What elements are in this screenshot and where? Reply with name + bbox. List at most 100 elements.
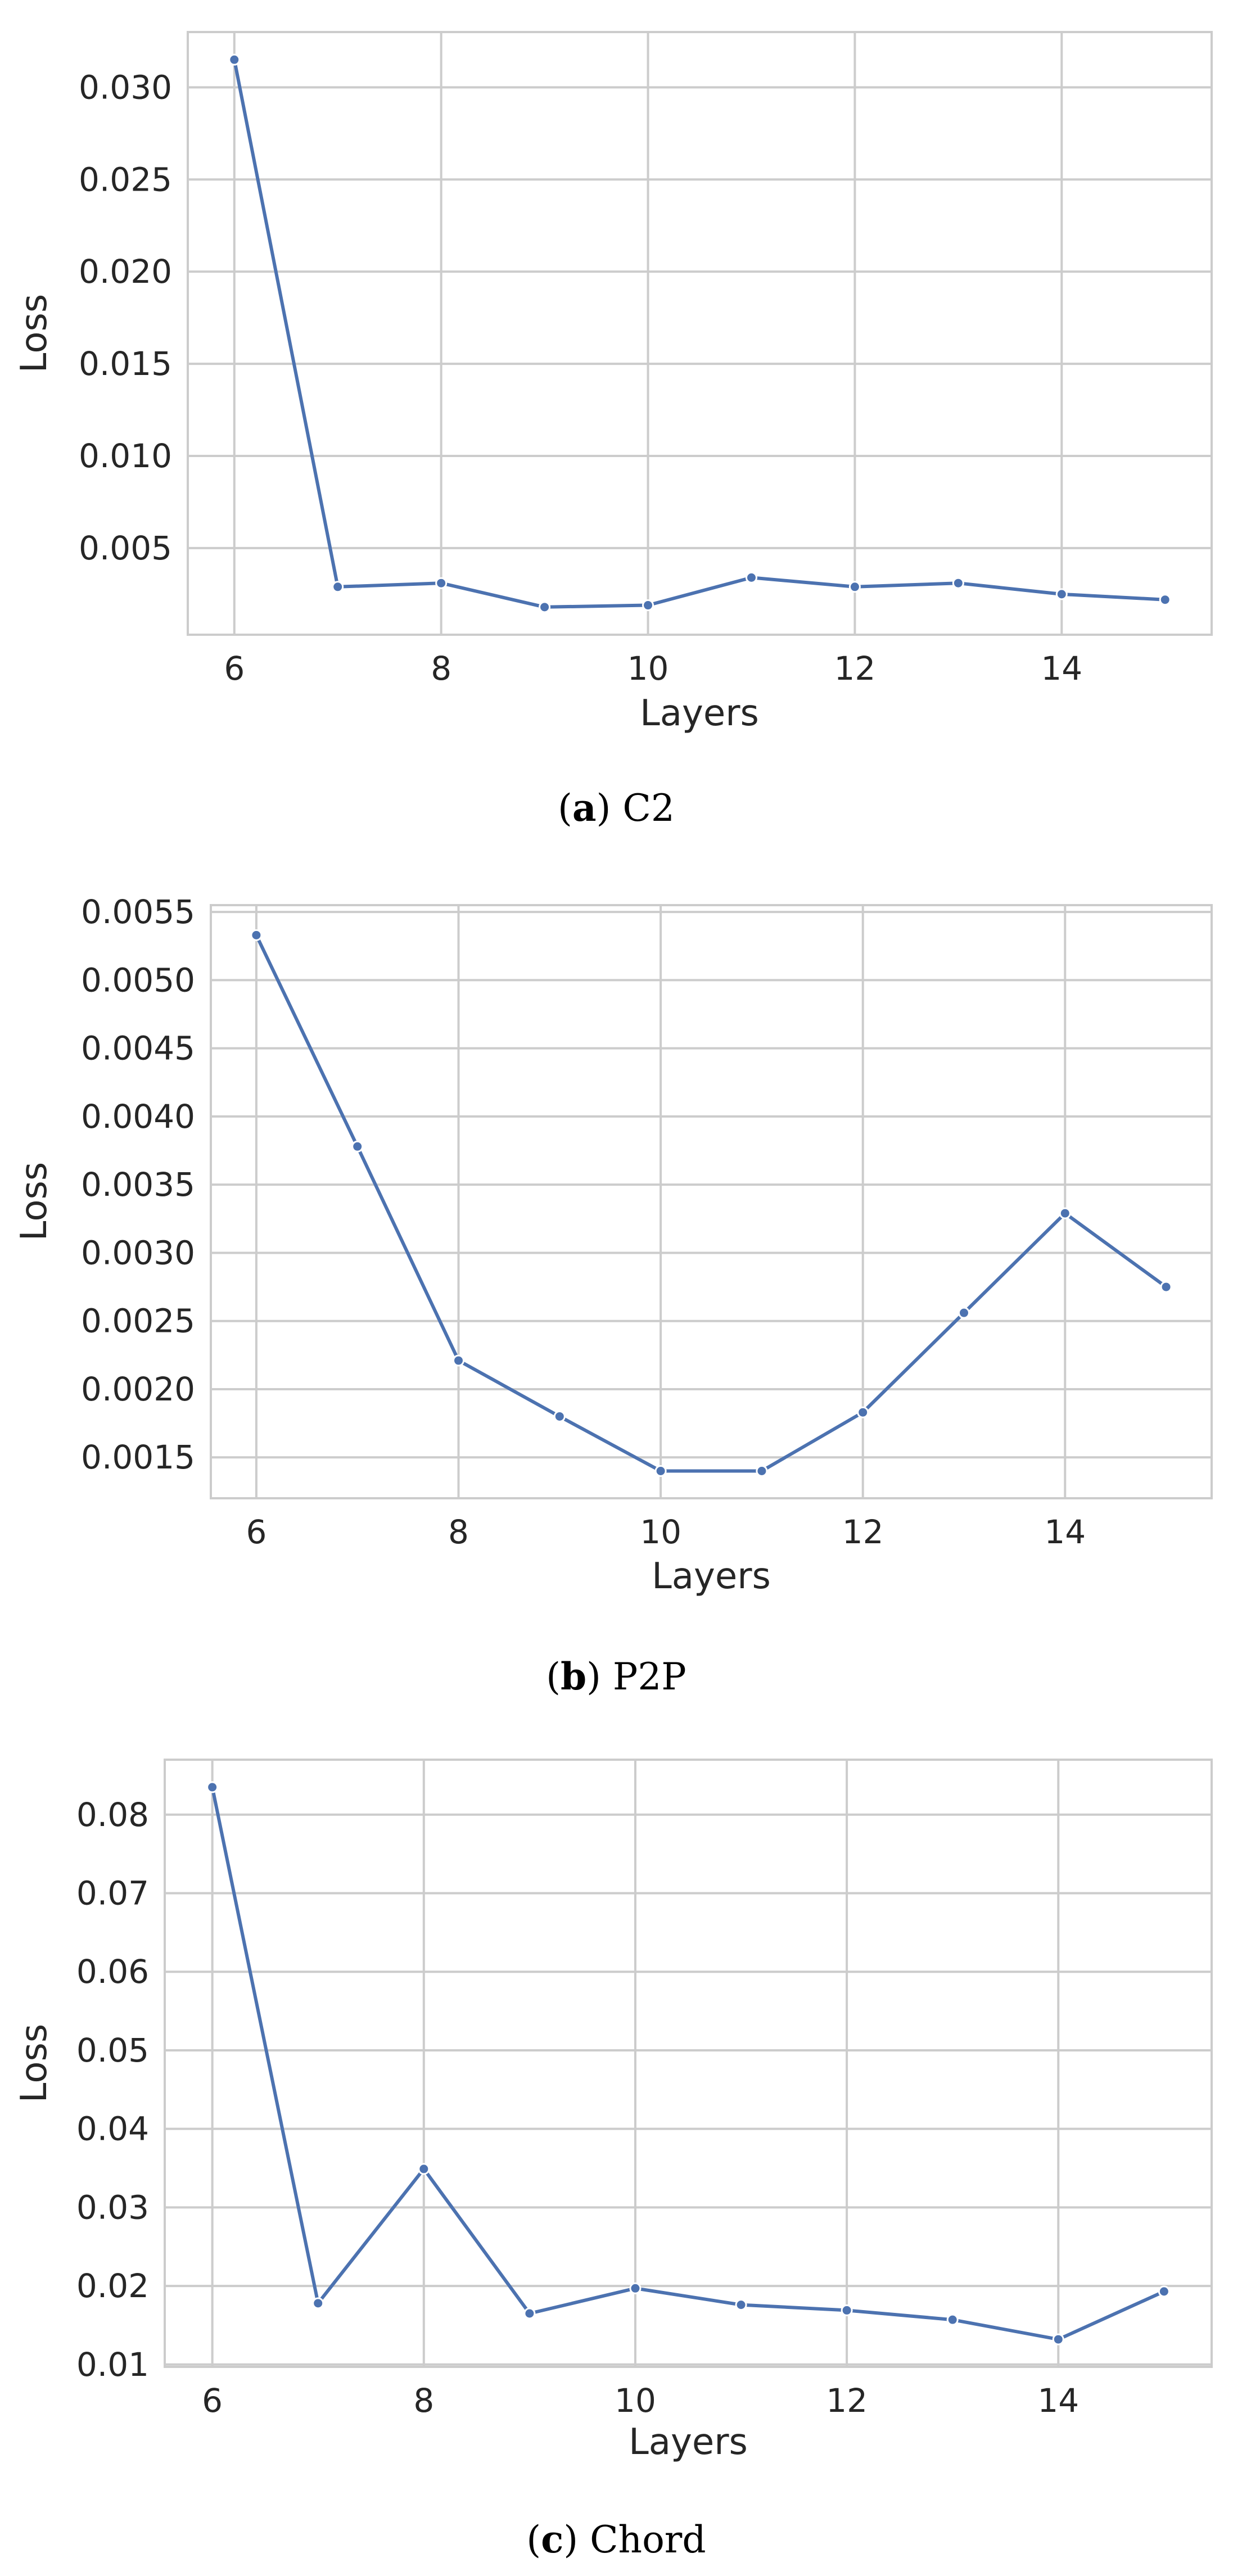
y-tick-label: 0.0020 [81, 1370, 195, 1408]
data-point [1158, 2285, 1170, 2298]
panel-b-caption-text: P2P [613, 1655, 686, 1698]
y-tick-label: 0.08 [76, 1796, 149, 1834]
y-tick-label: 0.0050 [81, 961, 195, 999]
y-tick-label: 0.025 [79, 160, 172, 198]
panel-a-caption-text: C2 [622, 787, 675, 830]
data-point [539, 601, 551, 613]
data-point [946, 2313, 959, 2326]
data-point [250, 929, 263, 941]
y-tick-label: 0.0040 [81, 1097, 195, 1136]
panel-a-caption-letter: a [572, 786, 597, 830]
panel-c-caption-text: Chord [590, 2518, 706, 2561]
x-tick-label: 10 [615, 2381, 656, 2420]
y-tick-label: 0.0055 [81, 893, 195, 931]
panel-c-series-line [210, 1785, 1166, 2342]
data-point [1159, 594, 1171, 606]
data-point [756, 1465, 768, 1477]
data-point [654, 1465, 667, 1477]
panel-a-frame [187, 31, 1213, 636]
panel-b-points [250, 929, 1172, 1477]
data-point [642, 599, 654, 612]
y-tick-label: 0.015 [79, 345, 172, 383]
data-point [312, 2297, 324, 2310]
panel-a-yticks: 0.005 0.010 0.015 0.020 0.025 0.030 [79, 68, 172, 567]
panel-a-ylabel: Loss [13, 294, 55, 373]
x-tick-label: 8 [431, 649, 451, 688]
y-tick-label: 0.04 [76, 2110, 149, 2148]
data-point [857, 1406, 869, 1418]
x-tick-label: 6 [202, 2381, 223, 2420]
panel-c-xlabel: Layers [629, 2421, 748, 2463]
data-point [435, 577, 448, 589]
panel-c-yticks: 0.01 0.02 0.03 0.04 0.05 0.06 0.07 0.08 [76, 1796, 149, 2384]
panel-a-series-line [232, 58, 1167, 609]
data-point [958, 1307, 970, 1319]
data-point [952, 577, 964, 589]
panel-b: 6 8 10 12 14 0.00150.00200.00250.00300.00350… [13, 893, 1213, 1698]
y-tick-label: 0.030 [79, 68, 172, 106]
y-tick-label: 0.0015 [81, 1438, 195, 1476]
panel-c-frame [164, 1759, 1213, 2368]
panel-b-ylabel: Loss [13, 1162, 55, 1241]
y-tick-label: 0.0025 [81, 1302, 195, 1340]
data-point [351, 1140, 364, 1153]
y-tick-label: 0.06 [76, 1953, 149, 1991]
x-tick-label: 6 [246, 1513, 267, 1551]
y-tick-label: 0.05 [76, 2031, 149, 2069]
x-tick-label: 8 [413, 2381, 434, 2420]
x-tick-label: 12 [826, 2381, 868, 2420]
data-point [1055, 588, 1068, 600]
panel-a: 6 8 10 12 14 0.0050.0100.0150.0200.0250.030 … [13, 31, 1213, 830]
y-tick-label: 0.005 [79, 529, 172, 567]
panel-a-caption: (a) C2 [558, 786, 675, 830]
panel-b-grid [211, 905, 1212, 1498]
data-point [848, 581, 861, 593]
data-point [1052, 2333, 1064, 2345]
panel-c-grid [165, 1760, 1212, 2367]
y-tick-label: 0.02 [76, 2267, 149, 2305]
panel-b-caption-letter: b [561, 1655, 586, 1698]
panel-c-xticks: 6 8 10 12 14 [202, 2381, 1079, 2420]
x-tick-label: 10 [640, 1513, 681, 1551]
x-tick-label: 14 [1037, 2381, 1079, 2420]
data-point [418, 2163, 430, 2175]
panel-b-caption: (b) P2P [546, 1655, 686, 1698]
x-tick-label: 12 [834, 649, 876, 688]
data-point [228, 53, 241, 66]
panel-a-grid [188, 32, 1212, 635]
x-tick-label: 8 [448, 1513, 469, 1551]
data-point [553, 1410, 566, 1422]
panel-c-ylabel: Loss [13, 2024, 55, 2103]
panel-b-series-line [254, 933, 1168, 1473]
data-point [332, 581, 344, 593]
panel-b-frame [210, 904, 1213, 1499]
y-tick-label: 0.010 [79, 437, 172, 475]
y-tick-label: 0.01 [76, 2345, 149, 2384]
y-tick-label: 0.0045 [81, 1029, 195, 1068]
x-tick-label: 14 [1044, 1513, 1086, 1551]
data-point [1059, 1207, 1071, 1219]
panel-a-xticks: 6 8 10 12 14 [224, 649, 1082, 688]
data-point [206, 1781, 219, 1793]
x-tick-label: 14 [1041, 649, 1082, 688]
x-tick-label: 12 [842, 1513, 884, 1551]
y-tick-label: 0.03 [76, 2188, 149, 2226]
data-point [453, 1354, 465, 1367]
panel-b-xticks: 6 8 10 12 14 [246, 1513, 1086, 1551]
y-tick-label: 0.07 [76, 1874, 149, 1913]
y-tick-label: 0.0035 [81, 1165, 195, 1204]
x-tick-label: 10 [627, 649, 669, 688]
y-tick-label: 0.0030 [81, 1233, 195, 1272]
data-point [841, 2304, 853, 2316]
data-point [735, 2299, 747, 2311]
panel-b-yticks: 0.0015 0.0020 0.0025 0.0030 0.0035 0.0040 0.00… [81, 893, 195, 1476]
data-point [629, 2282, 642, 2294]
data-point [1160, 1281, 1172, 1293]
x-tick-label: 6 [224, 649, 245, 688]
panel-b-xlabel: Layers [652, 1556, 771, 1597]
panel-a-xlabel: Layers [640, 693, 759, 734]
data-point [523, 2307, 536, 2320]
panel-c-caption: (c) Chord [526, 2518, 706, 2561]
panel-c-points [206, 1781, 1170, 2345]
